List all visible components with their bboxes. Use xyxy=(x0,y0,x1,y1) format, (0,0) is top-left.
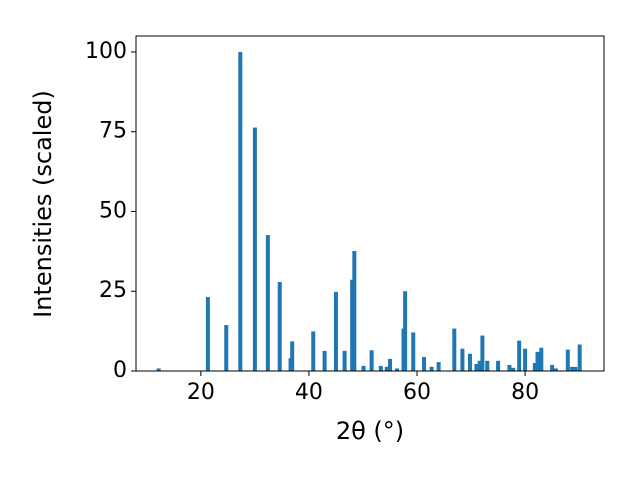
bar xyxy=(467,353,472,371)
x-tick-label: 20 xyxy=(187,380,215,405)
bar xyxy=(369,350,374,371)
bar xyxy=(517,340,522,371)
bar xyxy=(403,291,408,371)
bar xyxy=(480,335,485,371)
x-axis-label: 2θ (°) xyxy=(336,417,404,445)
bar xyxy=(333,291,338,371)
bar xyxy=(384,366,389,371)
bar xyxy=(277,281,282,371)
y-axis-label: Intensities (scaled) xyxy=(29,90,57,318)
y-tick-label: 50 xyxy=(99,198,127,223)
x-tick-label: 60 xyxy=(403,380,431,405)
bar xyxy=(565,349,570,371)
bar xyxy=(460,348,465,371)
bar xyxy=(485,360,490,371)
bar xyxy=(224,325,229,371)
bar xyxy=(429,366,434,371)
plot-frame xyxy=(135,35,605,372)
bar xyxy=(523,348,528,371)
y-tick-label: 75 xyxy=(99,119,127,144)
bar xyxy=(422,356,427,371)
bar xyxy=(474,363,479,371)
bar xyxy=(342,350,347,371)
bar xyxy=(570,366,575,371)
bar xyxy=(539,347,544,371)
bar xyxy=(573,366,578,371)
bar xyxy=(387,358,392,371)
bar xyxy=(511,367,516,371)
bar xyxy=(290,341,295,371)
bar xyxy=(507,364,512,371)
bar xyxy=(553,368,558,371)
bar xyxy=(452,328,457,371)
bar xyxy=(311,331,316,371)
bar xyxy=(532,363,537,371)
y-tick-label: 25 xyxy=(99,278,127,303)
bar xyxy=(496,360,501,371)
bar xyxy=(378,365,383,371)
bar xyxy=(352,251,357,371)
bar xyxy=(577,344,582,371)
y-tick-label: 100 xyxy=(85,39,127,64)
bar xyxy=(156,368,161,371)
bar xyxy=(395,368,400,371)
x-tick-label: 80 xyxy=(511,380,539,405)
x-tick-label: 40 xyxy=(295,380,323,405)
bar xyxy=(350,279,355,371)
bar xyxy=(535,351,540,371)
bar xyxy=(550,364,555,371)
bar xyxy=(252,127,257,371)
bar xyxy=(477,360,482,371)
bar xyxy=(238,51,243,371)
y-tick-label: 0 xyxy=(113,358,127,383)
bar xyxy=(322,350,327,371)
bar xyxy=(411,332,416,371)
bar xyxy=(361,365,366,371)
bar xyxy=(205,296,210,371)
bar xyxy=(265,235,270,371)
bar xyxy=(436,362,441,371)
